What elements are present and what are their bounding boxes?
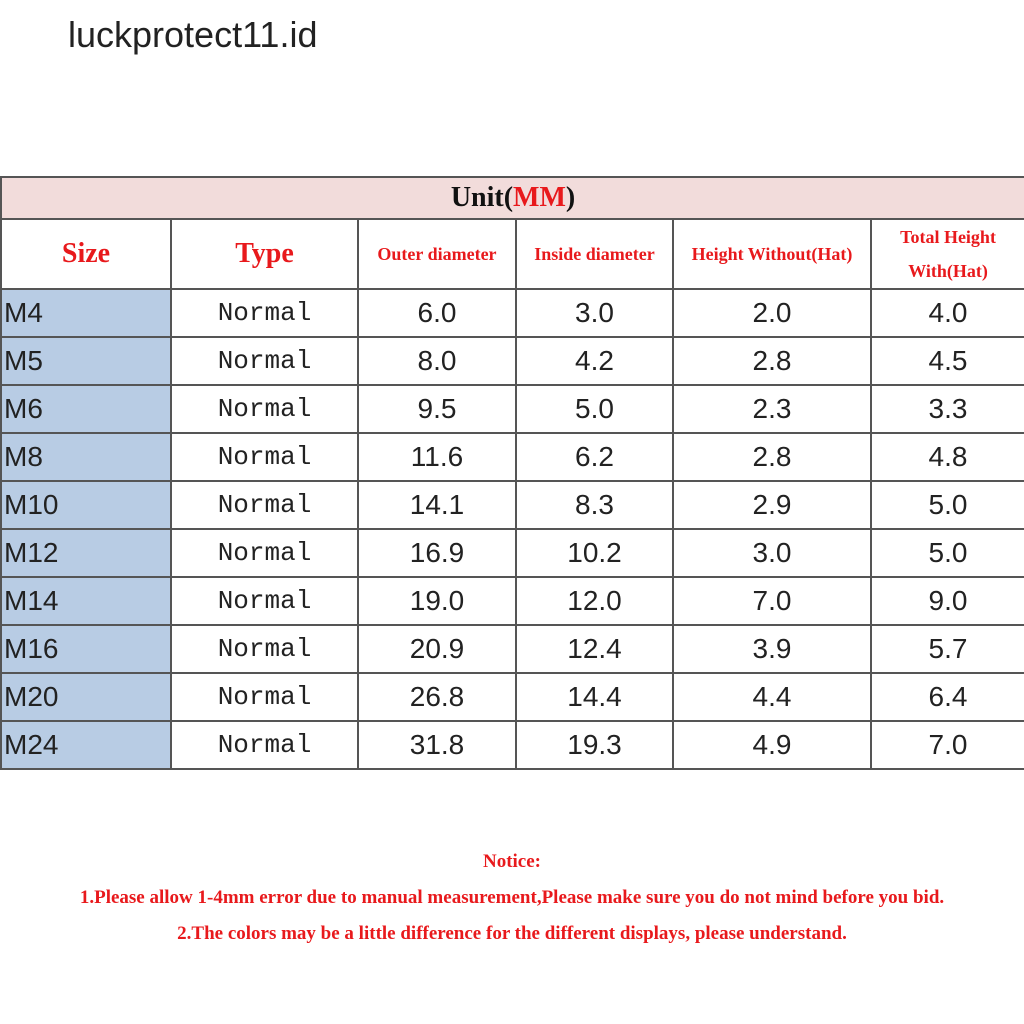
table-cell: 12.4	[515, 624, 674, 674]
table-cell: 20.9	[357, 624, 517, 674]
table-cell: 3.0	[672, 528, 872, 578]
title-part: )	[565, 182, 576, 213]
table-body: M4 Normal 6.0 3.0 2.0 4.0 M5 Normal 8.0 4.2 2.8 4.5…	[0, 288, 1024, 770]
table-cell: 5.0	[869, 528, 1024, 578]
table-cell: 14.4	[515, 672, 674, 722]
table-cell: 5.0	[515, 384, 674, 434]
table-cell: 26.8	[357, 672, 517, 722]
table-cell: 2.0	[672, 288, 872, 338]
table-row: M4 Normal 6.0 3.0 2.0 4.0	[0, 288, 1024, 338]
table-cell: M16	[0, 624, 172, 674]
table-cell: 9.5	[357, 384, 517, 434]
table-row: M24 Normal 31.8 19.3 4.9 7.0	[0, 720, 1024, 770]
table-cell: Normal	[170, 528, 359, 578]
table-cell: 12.0	[515, 576, 674, 626]
table-cell: 6.2	[515, 432, 674, 482]
table-cell: Normal	[170, 384, 359, 434]
table-cell: 7.0	[869, 720, 1024, 770]
column-header: Size	[0, 218, 172, 290]
table-cell: 4.0	[869, 288, 1024, 338]
table-title: Unit(MM)	[0, 176, 1024, 220]
table-cell: 3.0	[515, 288, 674, 338]
table-row: M8 Normal 11.6 6.2 2.8 4.8	[0, 432, 1024, 482]
table-cell: Normal	[170, 480, 359, 530]
table-cell: M6	[0, 384, 172, 434]
table-cell: 4.5	[869, 336, 1024, 386]
table-cell: 4.8	[869, 432, 1024, 482]
table-cell: 5.7	[869, 624, 1024, 674]
table-cell: 2.8	[672, 336, 872, 386]
table-cell: 6.0	[357, 288, 517, 338]
table-cell: 2.3	[672, 384, 872, 434]
title-part: MM	[513, 182, 566, 213]
column-header: Total Height With(Hat)	[869, 218, 1024, 290]
table-cell: 4.9	[672, 720, 872, 770]
table-cell: 8.3	[515, 480, 674, 530]
header-row: Size Type Outer diameter Inside diameter Hei…	[0, 218, 1024, 290]
table-cell: Normal	[170, 720, 359, 770]
table-cell: M12	[0, 528, 172, 578]
table-cell: Normal	[170, 336, 359, 386]
title-part: Unit(	[450, 182, 514, 213]
table-row: M14 Normal 19.0 12.0 7.0 9.0	[0, 576, 1024, 626]
column-header: Inside diameter	[515, 218, 674, 290]
table-cell: M8	[0, 432, 172, 482]
table-cell: 7.0	[672, 576, 872, 626]
table-row: M20 Normal 26.8 14.4 4.4 6.4	[0, 672, 1024, 722]
table-cell: 4.4	[672, 672, 872, 722]
table-cell: Normal	[170, 288, 359, 338]
table-cell: M20	[0, 672, 172, 722]
table-cell: 10.2	[515, 528, 674, 578]
table-cell: 19.3	[515, 720, 674, 770]
notice-line: 2.The colors may be a little difference …	[177, 923, 847, 944]
table-cell: 16.9	[357, 528, 517, 578]
table-row: M5 Normal 8.0 4.2 2.8 4.5	[0, 336, 1024, 386]
table-cell: 19.0	[357, 576, 517, 626]
notice: Notice: 1.Please allow 1-4mm error due t…	[0, 844, 1024, 952]
table-cell: Normal	[170, 576, 359, 626]
table-row: M10 Normal 14.1 8.3 2.9 5.0	[0, 480, 1024, 530]
watermark: luckprotect11.id	[68, 14, 318, 55]
size-table: Unit(MM) Size Type Outer diameter Inside di…	[0, 176, 1024, 770]
table-cell: 8.0	[357, 336, 517, 386]
table-cell: 2.9	[672, 480, 872, 530]
table-row: M12 Normal 16.9 10.2 3.0 5.0	[0, 528, 1024, 578]
table-cell: 31.8	[357, 720, 517, 770]
table-row: M6 Normal 9.5 5.0 2.3 3.3	[0, 384, 1024, 434]
table-cell: 14.1	[357, 480, 517, 530]
table-cell: 5.0	[869, 480, 1024, 530]
table-cell: 3.3	[869, 384, 1024, 434]
table-cell: 11.6	[357, 432, 517, 482]
table-cell: Normal	[170, 624, 359, 674]
notice-title: Notice:	[482, 851, 542, 872]
table-cell: 3.9	[672, 624, 872, 674]
table-cell: M5	[0, 336, 172, 386]
column-header: Height Without(Hat)	[672, 218, 872, 290]
table-cell: Normal	[170, 432, 359, 482]
column-header: Type	[170, 218, 359, 290]
table-cell: 9.0	[869, 576, 1024, 626]
table-cell: M4	[0, 288, 172, 338]
column-header: Outer diameter	[357, 218, 517, 290]
table-cell: M10	[0, 480, 172, 530]
notice-line: 1.Please allow 1-4mm error due to manual…	[79, 887, 945, 908]
table-row: M16 Normal 20.9 12.4 3.9 5.7	[0, 624, 1024, 674]
table-cell: 6.4	[869, 672, 1024, 722]
table-cell: Normal	[170, 672, 359, 722]
table-cell: 4.2	[515, 336, 674, 386]
table-cell: 2.8	[672, 432, 872, 482]
table-cell: M24	[0, 720, 172, 770]
table-cell: M14	[0, 576, 172, 626]
